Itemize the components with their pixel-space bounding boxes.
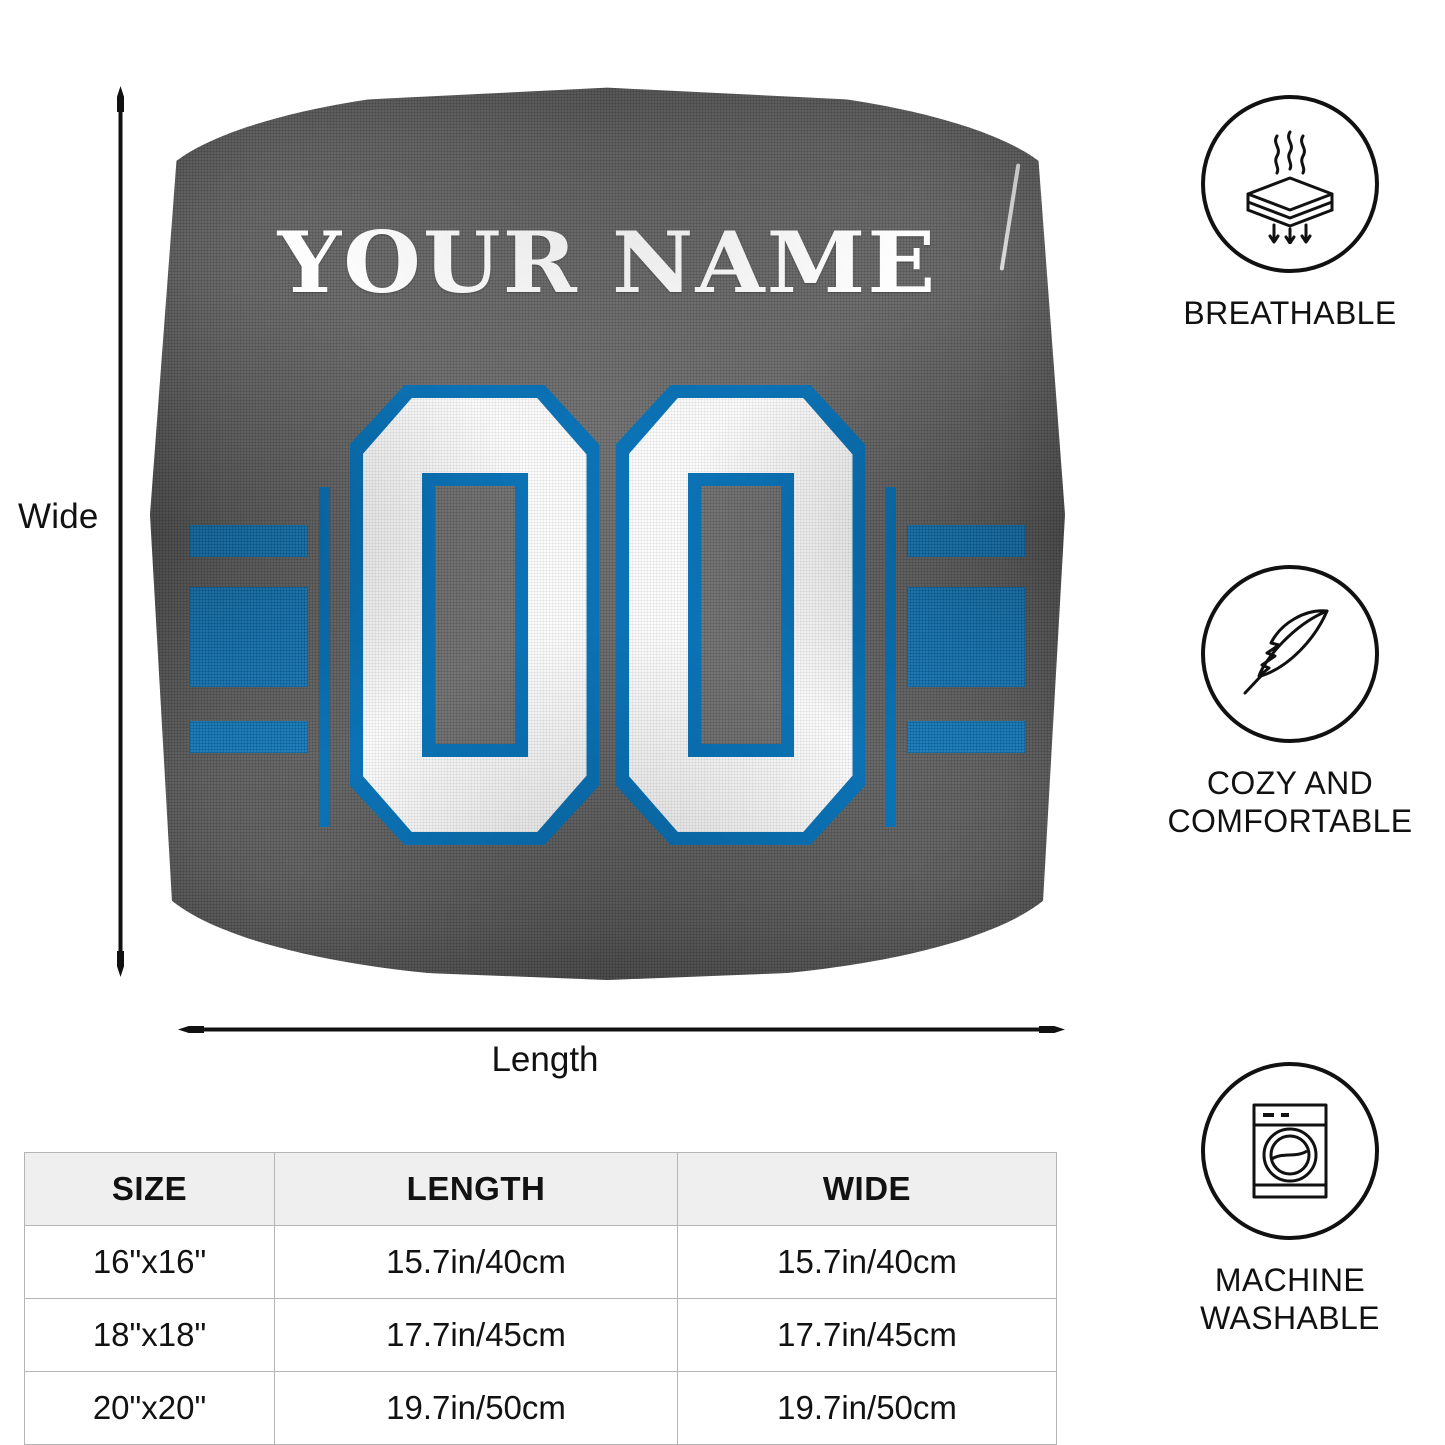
- cell-length: 19.7in/50cm: [274, 1371, 678, 1445]
- cell-wide: 17.7in/45cm: [677, 1298, 1057, 1372]
- table-row: 16"x16" 15.7in/40cm 15.7in/40cm: [24, 1225, 1057, 1299]
- column-header-wide: WIDE: [677, 1152, 1057, 1226]
- stripe: [190, 525, 308, 557]
- digit-counter: [434, 486, 515, 744]
- pillow-digit: 0: [615, 385, 866, 845]
- cell-size: 16"x16": [24, 1225, 275, 1299]
- feature-icon-circle: [1201, 1062, 1379, 1240]
- table-header-row: SIZE LENGTH WIDE: [24, 1152, 1057, 1226]
- feature-machine-washable: MACHINE WASHABLE: [1135, 1062, 1445, 1338]
- stripe: [907, 721, 1025, 753]
- cell-size: 18"x18": [24, 1298, 275, 1372]
- digit-counter-outline: [687, 473, 794, 757]
- digit-counter: [700, 486, 781, 744]
- cell-length: 17.7in/45cm: [274, 1298, 678, 1372]
- stripe-group-left: [190, 487, 330, 827]
- digit-fill: [362, 398, 587, 832]
- digit-counter-outline: [421, 473, 528, 757]
- wide-dimension-label: Wide: [18, 497, 99, 536]
- feature-icon-circle: [1201, 565, 1379, 743]
- size-chart-table: SIZE LENGTH WIDE 16"x16" 15.7in/40cm 15.…: [24, 1152, 1057, 1445]
- feather-icon: [1243, 609, 1329, 695]
- column-header-length: LENGTH: [274, 1152, 678, 1226]
- pillow-body: YOUR NAME 0 0: [150, 87, 1065, 980]
- stripe: [190, 587, 308, 687]
- feature-caption: BREATHABLE: [1183, 295, 1397, 331]
- length-dimension-label: Length: [491, 1040, 599, 1079]
- pillow-product-image: YOUR NAME 0 0: [150, 85, 1065, 980]
- feature-cozy-comfortable: COZY AND COMFORTABLE: [1135, 565, 1445, 841]
- stripe-edge: [885, 487, 896, 827]
- table-row: 20"x20" 19.7in/50cm 19.7in/50cm: [24, 1371, 1057, 1445]
- stripe: [907, 525, 1025, 557]
- washing-machine-icon: [1252, 1103, 1328, 1199]
- feature-caption: MACHINE WASHABLE: [1200, 1262, 1380, 1336]
- feature-icon-circle: [1201, 95, 1379, 273]
- cell-size: 20"x20": [24, 1371, 275, 1445]
- cell-wide: 15.7in/40cm: [677, 1225, 1057, 1299]
- cell-length: 15.7in/40cm: [274, 1225, 678, 1299]
- stripe: [907, 587, 1025, 687]
- feature-breathable: BREATHABLE: [1135, 95, 1445, 333]
- stripe: [190, 721, 308, 753]
- length-dimension-arrow: [178, 1026, 1065, 1033]
- cell-wide: 19.7in/50cm: [677, 1371, 1057, 1445]
- breathable-fabric-icon: [1246, 130, 1334, 244]
- stripe-group-right: [885, 487, 1025, 827]
- stripe-edge: [319, 487, 330, 827]
- table-row: 18"x18" 17.7in/45cm 17.7in/45cm: [24, 1298, 1057, 1372]
- pillow-name-text: YOUR NAME: [277, 213, 938, 312]
- pillow-digit: 0: [349, 385, 600, 845]
- feature-caption: COZY AND COMFORTABLE: [1167, 765, 1413, 839]
- wide-dimension-arrow: [117, 86, 124, 977]
- column-header-size: SIZE: [24, 1152, 275, 1226]
- pillow-number-text: 0 0: [150, 385, 1065, 845]
